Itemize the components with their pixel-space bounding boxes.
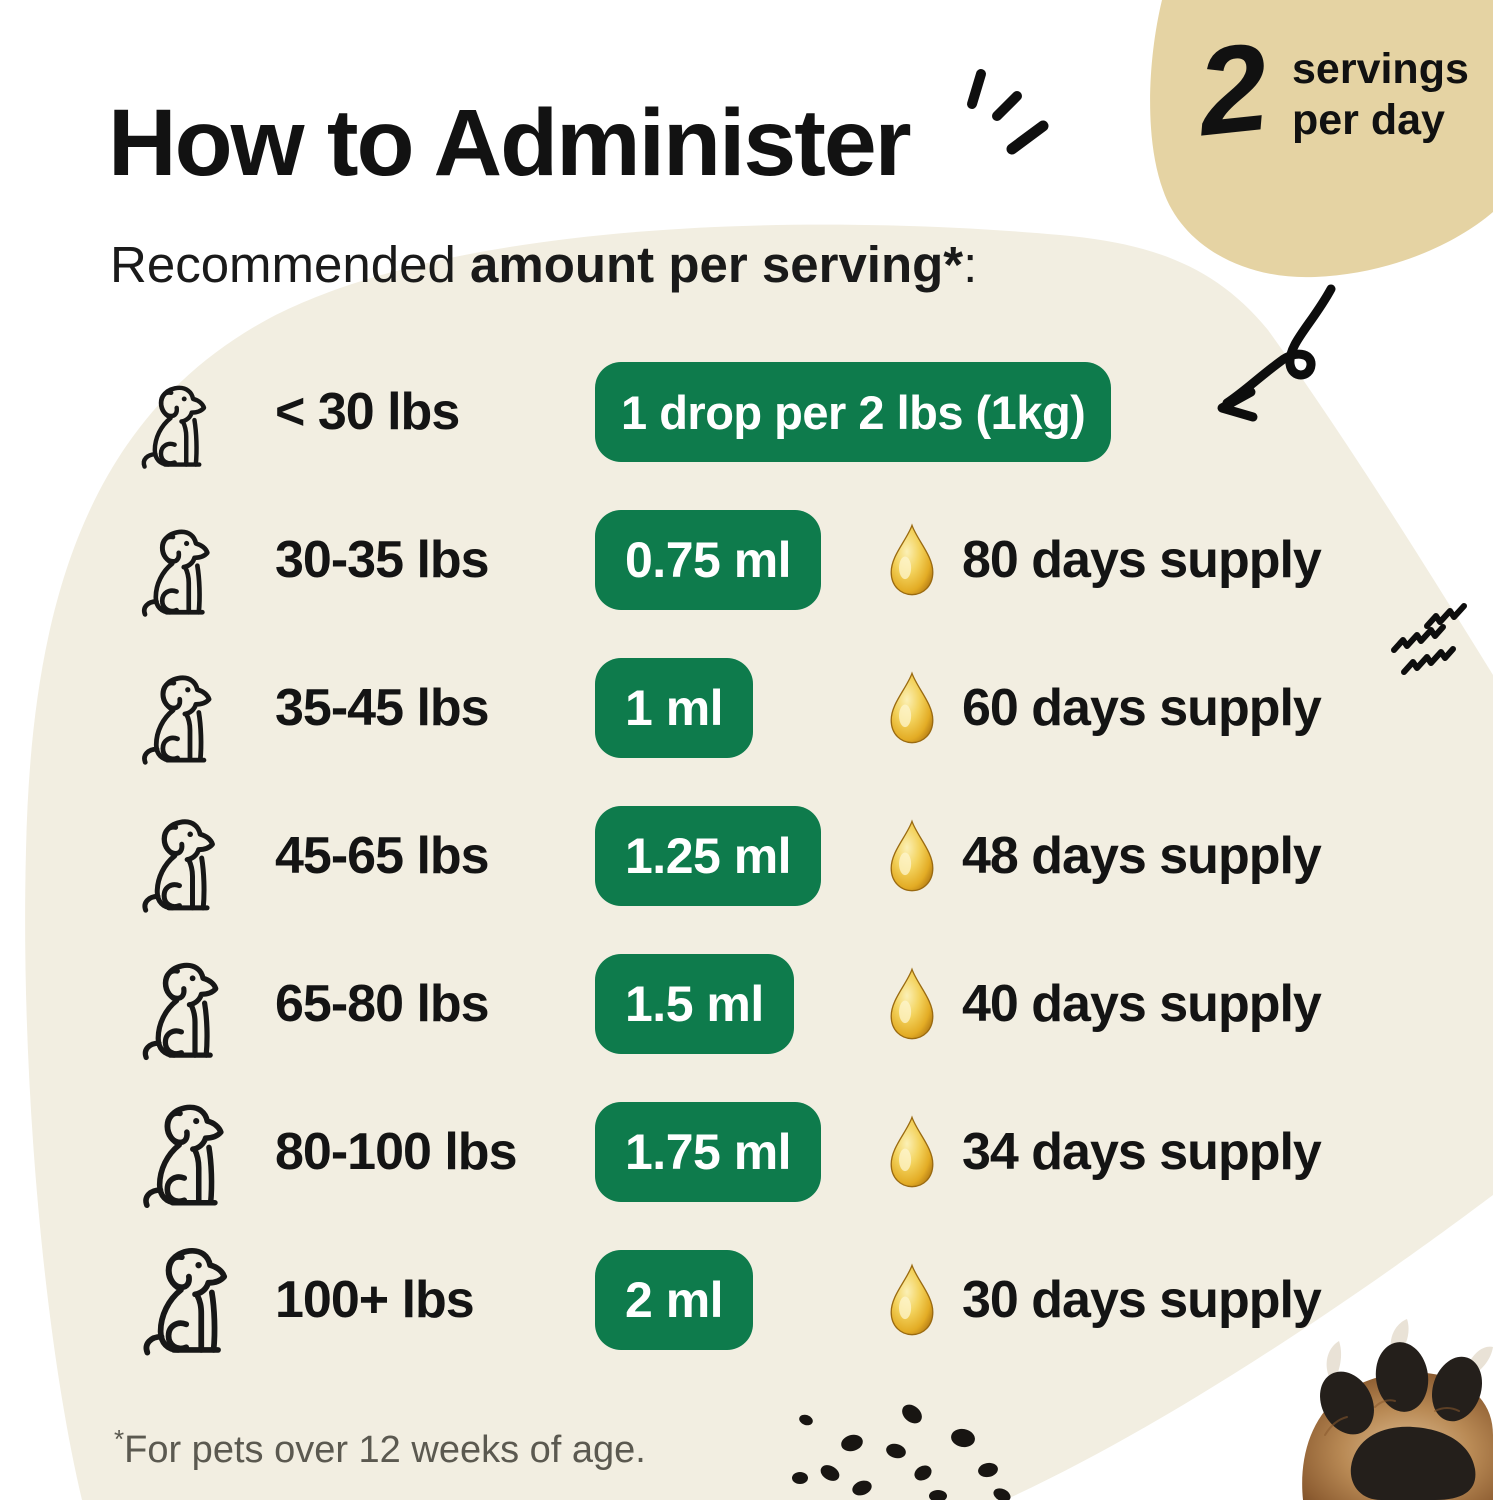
dose-pill: 1.5 ml <box>595 954 794 1054</box>
oil-droplet-icon <box>886 1113 938 1191</box>
dog-icon <box>135 961 231 1066</box>
dosage-row: 80-100 lbs 1.75 ml 34 days supply <box>0 1090 1493 1214</box>
squiggle-marks-icon <box>1391 603 1467 675</box>
servings-per-day-label: servings per day <box>1292 44 1469 145</box>
oil-droplet-icon <box>886 669 938 747</box>
dosage-row: 30-35 lbs 0.75 ml 80 days supply <box>0 498 1493 622</box>
dog-icon <box>135 674 223 770</box>
dosage-row: 45-65 lbs 1.25 ml 48 days supply <box>0 794 1493 918</box>
dose-pill: 1.75 ml <box>595 1102 822 1202</box>
dog-paw-photo <box>1302 1319 1493 1500</box>
page-subtitle: Recommended amount per serving*: <box>110 235 977 294</box>
subtitle-bold: amount per serving* <box>470 236 964 293</box>
footnote: *For pets over 12 weeks of age. <box>114 1424 646 1472</box>
dosage-row: 65-80 lbs 1.5 ml 40 days supply <box>0 942 1493 1066</box>
dosage-row: < 30 lbs 1 drop per 2 lbs (1kg) <box>0 350 1493 474</box>
ink-dots-decoration <box>792 1404 1011 1500</box>
dog-icon <box>135 818 227 918</box>
servings-line1: servings <box>1292 45 1469 93</box>
servings-per-day-number: 2 <box>1191 17 1275 163</box>
weight-range-label: 30-35 lbs <box>275 531 490 589</box>
days-supply-label: 80 days supply <box>962 531 1322 589</box>
dog-icon <box>135 1246 241 1362</box>
weight-range-label: 80-100 lbs <box>275 1123 517 1181</box>
days-supply-label: 34 days supply <box>962 1123 1322 1181</box>
dosage-row: 100+ lbs 2 ml 30 days supply <box>0 1238 1493 1362</box>
dose-pill: 1 drop per 2 lbs (1kg) <box>595 362 1112 462</box>
tan-blob-badge-background <box>1150 0 1493 278</box>
subtitle-prefix: Recommended <box>110 236 471 293</box>
dose-pill: 1.25 ml <box>595 806 822 906</box>
days-supply-label: 30 days supply <box>962 1271 1322 1329</box>
swirl-arrow-icon <box>1217 284 1336 422</box>
weight-range-label: 45-65 lbs <box>275 827 490 885</box>
servings-line2: per day <box>1292 95 1445 144</box>
dose-pill: 0.75 ml <box>595 510 822 610</box>
weight-range-label: 65-80 lbs <box>275 975 490 1033</box>
weight-range-label: 35-45 lbs <box>275 679 490 737</box>
dose-pill: 2 ml <box>595 1250 754 1350</box>
dog-icon <box>135 384 217 474</box>
page-title: How to Administer <box>108 90 912 196</box>
weight-range-label: 100+ lbs <box>275 1271 475 1329</box>
oil-droplet-icon <box>886 965 938 1043</box>
footnote-asterisk: * <box>114 1424 125 1454</box>
oil-droplet-icon <box>886 817 938 895</box>
footnote-text: For pets over 12 weeks of age. <box>124 1429 646 1471</box>
dog-icon <box>135 1103 237 1214</box>
weight-range-label: < 30 lbs <box>275 383 460 441</box>
dosage-row: 35-45 lbs 1 ml 60 days supply <box>0 646 1493 770</box>
days-supply-label: 40 days supply <box>962 975 1322 1033</box>
days-supply-label: 60 days supply <box>962 679 1322 737</box>
oil-droplet-icon <box>886 521 938 599</box>
title-emphasis-strokes-icon <box>967 69 1049 155</box>
dose-pill: 1 ml <box>595 658 754 758</box>
oil-droplet-icon <box>886 1261 938 1339</box>
days-supply-label: 48 days supply <box>962 827 1322 885</box>
subtitle-suffix: : <box>963 236 978 293</box>
dog-icon <box>135 528 221 622</box>
